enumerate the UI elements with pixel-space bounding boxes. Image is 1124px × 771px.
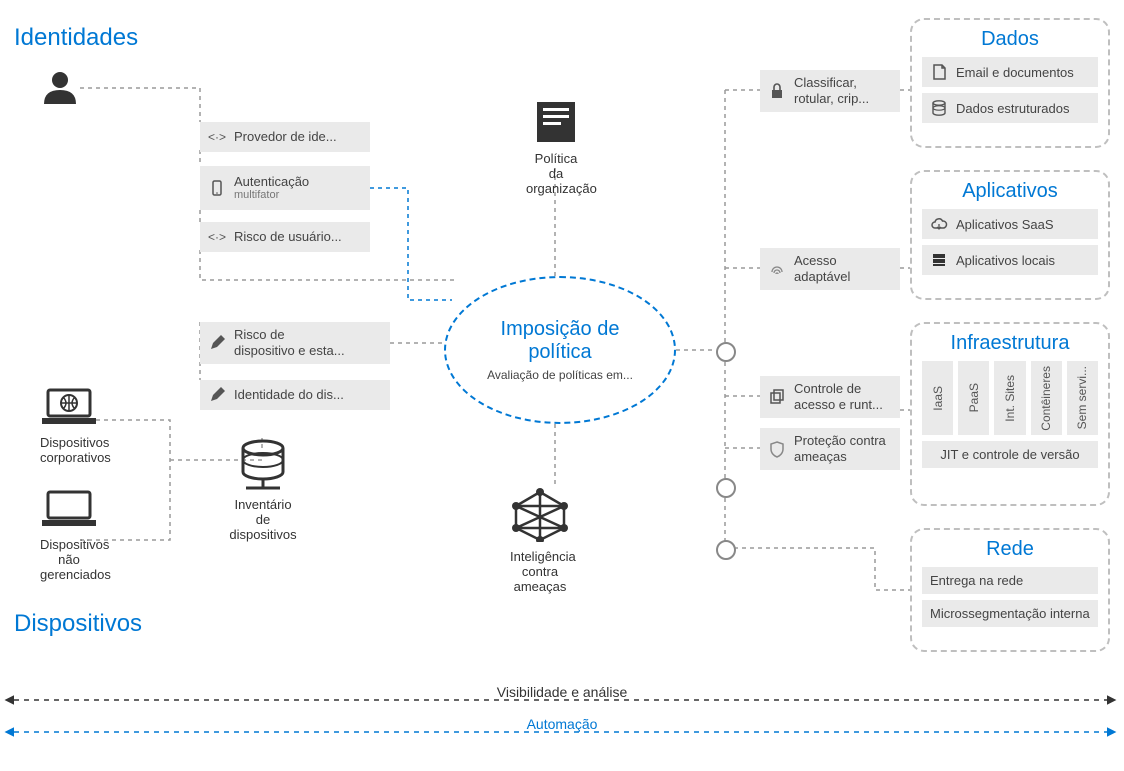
infra-cell: Sem servi... bbox=[1067, 361, 1098, 435]
infra-cell: PaaS bbox=[958, 361, 989, 435]
footer-visibility-label: Visibilidade e análise bbox=[0, 684, 1124, 700]
chip-riscodeusurio: <·> Risco de usuário... bbox=[200, 222, 370, 252]
junction-ring bbox=[716, 342, 736, 362]
junction-ring bbox=[716, 478, 736, 498]
org-policy-icon: Política daorganização bbox=[526, 100, 586, 196]
ic-inv-label: Inventário dedispositivos bbox=[228, 497, 298, 542]
group-dados: Dados Email e documentos Dados estruturado… bbox=[910, 18, 1110, 148]
group-row: Dados estruturados bbox=[922, 93, 1098, 123]
ic-inv-glyph bbox=[228, 438, 298, 493]
chip-provedordeide: <·> Provedor de ide... bbox=[200, 122, 370, 152]
copy-icon bbox=[768, 388, 786, 406]
chip-label: Risco de usuário... bbox=[234, 229, 342, 245]
pencil-icon bbox=[208, 334, 226, 352]
junction-ring bbox=[716, 540, 736, 560]
chip-autenticao: Autenticaçãomultifator bbox=[200, 166, 370, 210]
group-row: Aplicativos SaaS bbox=[922, 209, 1098, 239]
corp-device-icon: Dispositivoscorporativos bbox=[40, 388, 98, 465]
page-icon bbox=[930, 63, 948, 81]
chip-label: Proteção contraameaças bbox=[794, 433, 886, 464]
group-row: Aplicativos locais bbox=[922, 245, 1098, 275]
oval-subtitle: Avaliação de políticas em... bbox=[487, 368, 633, 382]
section-title-dispositivos: Dispositivos bbox=[14, 610, 142, 638]
group-rede: Rede Entrega na rede Microssegmentação int… bbox=[910, 528, 1110, 652]
group-title-aplicativos: Aplicativos bbox=[922, 180, 1098, 203]
ic-unm-label: Dispositivosnão gerenciados bbox=[40, 537, 98, 582]
section-title-identidades: Identidades bbox=[14, 24, 138, 52]
policy-enforcement-oval: Imposição depolítica Avaliação de políti… bbox=[444, 276, 676, 424]
chip-label: Autenticaçãomultifator bbox=[234, 174, 309, 203]
ic-top-glyph bbox=[526, 100, 586, 147]
chip-label: Acessoadaptável bbox=[794, 253, 850, 284]
infra-bar: JIT e controle de versão bbox=[922, 441, 1098, 468]
group-row-label: Entrega na rede bbox=[930, 573, 1023, 588]
oval-title: Imposição depolítica bbox=[501, 318, 620, 364]
group-row-label: Aplicativos SaaS bbox=[956, 217, 1054, 232]
threat-intel-icon: Inteligência contraameaças bbox=[510, 488, 570, 594]
svg-text:<·>: <·> bbox=[208, 130, 226, 144]
infra-cell: Int. Sites bbox=[994, 361, 1025, 435]
chip-label: Controle deacesso e runt... bbox=[794, 381, 883, 412]
shield-icon bbox=[768, 440, 786, 458]
code-icon: <·> bbox=[208, 228, 226, 246]
phone-icon bbox=[208, 179, 226, 197]
ic-user-glyph bbox=[40, 70, 80, 107]
infra-cells: IaaSPaaSInt. SitesContêineresSem servi..… bbox=[922, 361, 1098, 435]
code-icon: <·> bbox=[208, 128, 226, 146]
user-icon bbox=[40, 70, 80, 107]
ic-bot-glyph bbox=[510, 488, 570, 545]
group-row: Entrega na rede bbox=[922, 567, 1098, 594]
group-title-dados: Dados bbox=[922, 28, 1098, 51]
ic-top-label: Política daorganização bbox=[526, 151, 586, 196]
chip-label: Classificar,rotular, crip... bbox=[794, 75, 869, 106]
svg-text:<·>: <·> bbox=[208, 230, 226, 244]
chip-controledeacessoerunt: Controle deacesso e runt... bbox=[760, 376, 900, 418]
group-row-label: Email e documentos bbox=[956, 65, 1074, 80]
device-inventory-icon: Inventário dedispositivos bbox=[228, 438, 298, 542]
ic-corp-label: Dispositivoscorporativos bbox=[40, 435, 98, 465]
group-row-label: Microssegmentação interna bbox=[930, 606, 1090, 621]
chip-proteocontraameaas: Proteção contraameaças bbox=[760, 428, 900, 470]
ic-corp-glyph bbox=[40, 388, 98, 431]
server-icon bbox=[930, 251, 948, 269]
chip-label: Provedor de ide... bbox=[234, 129, 337, 145]
group-row-label: Dados estruturados bbox=[956, 101, 1069, 116]
group-row-label: Aplicativos locais bbox=[956, 253, 1055, 268]
ic-bot-label: Inteligência contraameaças bbox=[510, 549, 570, 594]
chip-label: Risco dedispositivo e esta... bbox=[234, 327, 345, 358]
chip-acessoadaptvel: Acessoadaptável bbox=[760, 248, 900, 290]
group-title-infra: Infraestrutura bbox=[922, 332, 1098, 355]
group-infra: Infraestrutura IaaSPaaSInt. SitesContêine… bbox=[910, 322, 1110, 506]
group-title-rede: Rede bbox=[922, 538, 1098, 561]
group-row: Email e documentos bbox=[922, 57, 1098, 87]
footer-automation-label: Automação bbox=[0, 716, 1124, 732]
chip-riscodedispositivoeesta: Risco dedispositivo e esta... bbox=[200, 322, 390, 364]
cloud-icon bbox=[930, 215, 948, 233]
group-row: Microssegmentação interna bbox=[922, 600, 1098, 627]
chip-identidadedodis: Identidade do dis... bbox=[200, 380, 390, 410]
finger-icon bbox=[768, 260, 786, 278]
lock-icon bbox=[768, 82, 786, 100]
infra-cell: Contêineres bbox=[1031, 361, 1062, 435]
db-icon bbox=[930, 99, 948, 117]
group-aplicativos: Aplicativos Aplicativos SaaS Aplicativos l… bbox=[910, 170, 1110, 300]
ic-unm-glyph bbox=[40, 490, 98, 533]
infra-cell: IaaS bbox=[922, 361, 953, 435]
chip-classificarrotularcrip: Classificar,rotular, crip... bbox=[760, 70, 900, 112]
chip-label: Identidade do dis... bbox=[234, 387, 344, 403]
unmanaged-device-icon: Dispositivosnão gerenciados bbox=[40, 490, 98, 582]
pencil-icon bbox=[208, 386, 226, 404]
